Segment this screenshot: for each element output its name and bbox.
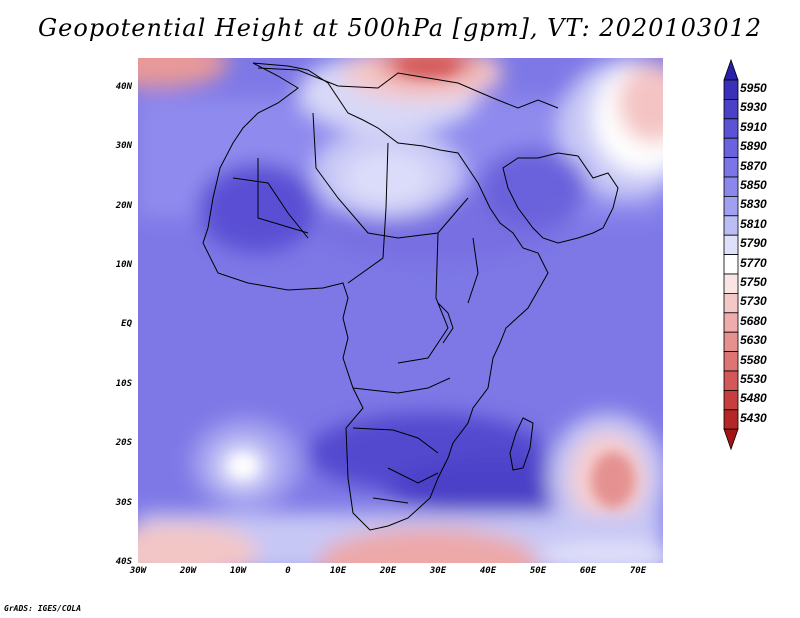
lon-label: 0 [285, 566, 291, 576]
colorbar-swatch [723, 273, 739, 294]
colorbar-level-label: 5810 [740, 216, 767, 231]
lat-label: 10S [115, 378, 132, 389]
geopotential-field [138, 58, 663, 563]
colorbar-swatch [723, 351, 739, 372]
colorbar-level-label: 5890 [740, 139, 767, 154]
colorbar-bottom-arrow [723, 428, 739, 451]
lat-label: EQ [121, 319, 132, 330]
coastlines [202, 62, 619, 531]
colorbar-swatch [723, 137, 739, 158]
lon-label: 70E [629, 566, 647, 576]
map-title: Geopotential Height at 500hPa [gpm], VT:… [38, 14, 762, 42]
colorbar-swatch [723, 99, 739, 120]
colorbar-level-label: 5530 [740, 372, 767, 386]
colorbar-swatch [723, 409, 739, 430]
map-panel [138, 58, 663, 563]
lon-label: 40E [479, 566, 497, 576]
lon-label: 20E [379, 566, 397, 576]
lon-label: 20W [179, 566, 197, 576]
colorbar-level-label: 5910 [740, 119, 767, 134]
colorbar-level-label: 5870 [740, 158, 767, 173]
colorbar-level-label: 5930 [740, 100, 767, 115]
colorbar-top-arrow [723, 58, 739, 81]
colorbar-level-label: 5750 [740, 275, 767, 289]
lon-label: 30W [129, 566, 147, 576]
colorbar-level-label: 5770 [740, 255, 767, 270]
colorbar-swatch [723, 254, 739, 275]
colorbar-swatch [723, 389, 739, 411]
lon-label: 30E [429, 566, 447, 576]
colorbar-swatch [723, 118, 739, 139]
colorbar-level-label: 5630 [740, 333, 767, 348]
lat-label: 30N [115, 141, 132, 152]
colorbar-swatch [723, 195, 739, 217]
colorbar-level-label: 5680 [740, 313, 767, 328]
lat-label: 20S [115, 438, 132, 449]
lat-label: 30S [115, 497, 132, 508]
colorbar-swatch [723, 79, 739, 100]
colorbar-swatch [723, 292, 739, 314]
colorbar-swatch [723, 215, 739, 236]
colorbar-level-label: 5830 [740, 197, 767, 212]
colorbar-swatch [723, 370, 739, 391]
colorbar-swatch [723, 234, 739, 255]
credit-text: GrADS: IGES/COLA [4, 604, 82, 613]
lon-label: 50E [529, 566, 547, 576]
colorbar-swatch [723, 331, 739, 353]
colorbar-level-label: 5950 [740, 81, 767, 95]
colorbar-level-label: 5790 [740, 236, 767, 251]
lon-label: 60E [579, 566, 597, 576]
colorbar-level-label: 5480 [740, 391, 767, 406]
colorbar-swatch [723, 176, 739, 197]
lat-label: 20N [115, 200, 132, 211]
lat-label: 40N [115, 81, 132, 92]
colorbar-level-label: 5730 [740, 294, 767, 309]
lon-label: 10E [329, 566, 347, 576]
colorbar-level-label: 5430 [740, 410, 767, 425]
colorbar-level-label: 5580 [740, 352, 767, 367]
colorbar-level-label: 5850 [740, 178, 767, 192]
lat-label: 10N [115, 259, 132, 270]
colorbar-swatch [723, 157, 739, 178]
colorbar-swatch [723, 312, 739, 333]
lat-label: 40S [115, 557, 132, 567]
lon-label: 10W [229, 566, 247, 576]
